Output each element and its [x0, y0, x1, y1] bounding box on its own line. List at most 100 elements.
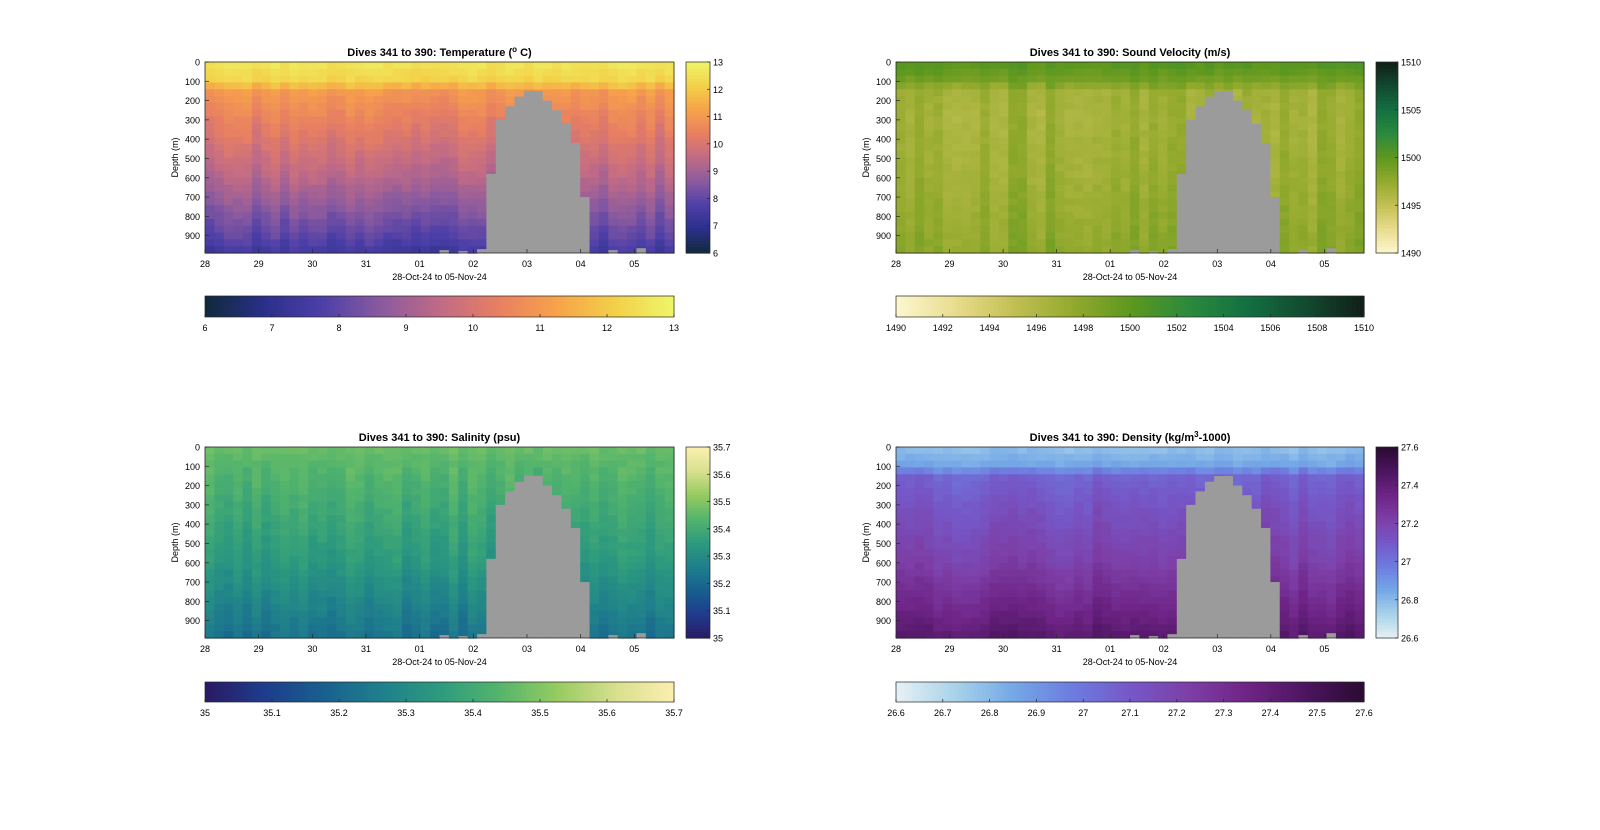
heatmap-cell: [664, 474, 675, 482]
heatmap-cell: [205, 205, 215, 213]
heatmap-cell: [477, 597, 487, 605]
heatmap-cell: [998, 68, 1009, 77]
heatmap-cell: [392, 603, 403, 612]
heatmap-cell: [430, 576, 441, 585]
seafloor-bathymetry: [608, 250, 619, 253]
heatmap-cell: [280, 177, 291, 186]
heatmap-cell: [242, 102, 253, 111]
heatmap-cell: [364, 198, 375, 206]
heatmap-cell: [233, 130, 244, 138]
heatmap-cell: [1017, 137, 1028, 145]
heatmap-cell: [1008, 549, 1019, 557]
heatmap-cell: [298, 177, 309, 186]
heatmap-cell: [636, 556, 647, 564]
heatmap-cell: [1083, 218, 1094, 227]
seafloor-bathymetry: [542, 485, 553, 638]
heatmap-cell: [655, 225, 666, 234]
heatmap-cell: [392, 123, 403, 131]
heatmap-cell: [355, 150, 366, 159]
colorbar-swatch: [686, 71, 710, 76]
heatmap-cell: [1083, 205, 1094, 213]
heatmap-cell: [589, 617, 600, 625]
heatmap-cell: [205, 116, 215, 124]
heatmap-cell: [270, 556, 281, 564]
heatmap-cell: [430, 177, 441, 186]
heatmap-cell: [251, 576, 262, 585]
heatmap-cell: [933, 562, 944, 571]
heatmap-cell: [448, 597, 459, 605]
heatmap-cell: [1027, 481, 1037, 489]
heatmap-cell: [552, 82, 563, 90]
heatmap-cell: [345, 453, 356, 462]
heatmap-cell: [289, 453, 300, 462]
heatmap-cell: [598, 130, 609, 138]
heatmap-cell: [326, 150, 337, 159]
heatmap-cell: [1354, 150, 1365, 159]
heatmap-cell: [1354, 198, 1365, 206]
heatmap-cell: [952, 75, 963, 84]
heatmap-cell: [401, 501, 412, 509]
colorbar-swatch: [919, 296, 924, 317]
heatmap-cell: [355, 164, 366, 172]
colorbar-swatch: [997, 296, 1002, 317]
heatmap-cell: [1055, 143, 1066, 152]
heatmap-cell: [924, 610, 935, 619]
seafloor-bathymetry: [1186, 119, 1197, 253]
colorbar-swatch: [1376, 141, 1398, 146]
heatmap-cell: [223, 508, 234, 516]
colorbar-swatch: [686, 622, 710, 626]
heatmap-cell: [924, 576, 935, 585]
heatmap-cell: [1345, 205, 1356, 213]
heatmap-cell: [439, 123, 450, 131]
colorbar-swatch: [686, 151, 710, 155]
heatmap-cell: [1073, 123, 1084, 131]
heatmap-cell: [458, 597, 469, 605]
colorbar-swatch: [408, 682, 413, 702]
heatmap-cell: [1055, 232, 1066, 240]
heatmap-cell: [1008, 82, 1019, 90]
heatmap-cell: [261, 453, 272, 462]
heatmap-cell: [1298, 68, 1309, 77]
heatmap-cell: [617, 157, 628, 165]
heatmap-cell: [970, 494, 981, 503]
heatmap-cell: [989, 515, 1000, 523]
heatmap-cell: [961, 631, 972, 639]
heatmap-cell: [364, 631, 375, 639]
heatmap-cell: [1017, 62, 1028, 70]
heatmap-cell: [1045, 597, 1056, 605]
heatmap-cell: [1017, 239, 1028, 247]
heatmap-cell: [636, 535, 647, 544]
heatmap-cell: [645, 116, 656, 124]
heatmap-cell: [373, 239, 384, 247]
heatmap-cell: [214, 218, 225, 227]
heatmap-cell: [233, 96, 244, 104]
heatmap-cell: [345, 549, 356, 557]
heatmap-cell: [1204, 82, 1215, 90]
heatmap-cell: [233, 447, 244, 455]
heatmap-cell: [214, 453, 225, 462]
heatmap-cell: [1130, 191, 1140, 200]
heatmap-cell: [905, 177, 916, 186]
colorbar-swatch: [1376, 243, 1398, 248]
heatmap-cell: [608, 225, 619, 234]
heatmap-cell: [1148, 68, 1159, 77]
heatmap-cell: [1017, 89, 1028, 97]
colorbar-swatch: [380, 296, 386, 317]
heatmap-cell: [1307, 130, 1318, 138]
heatmap-cell: [308, 453, 319, 462]
heatmap-cell: [1027, 535, 1037, 544]
heatmap-cell: [233, 597, 244, 605]
heatmap-cell: [205, 481, 215, 489]
heatmap-cell: [223, 75, 234, 84]
heatmap-cell: [952, 542, 963, 550]
heatmap-cell: [1092, 75, 1103, 84]
colorbar-swatch: [1087, 296, 1092, 317]
colorbar-swatch: [686, 147, 710, 152]
heatmap-cell: [298, 102, 309, 111]
colorbar-swatch: [686, 87, 710, 92]
heatmap-cell: [1130, 130, 1140, 138]
heatmap-cell: [617, 246, 628, 254]
heatmap-cell: [608, 96, 619, 104]
heatmap-cell: [355, 171, 366, 179]
heatmap-cell: [355, 191, 366, 200]
